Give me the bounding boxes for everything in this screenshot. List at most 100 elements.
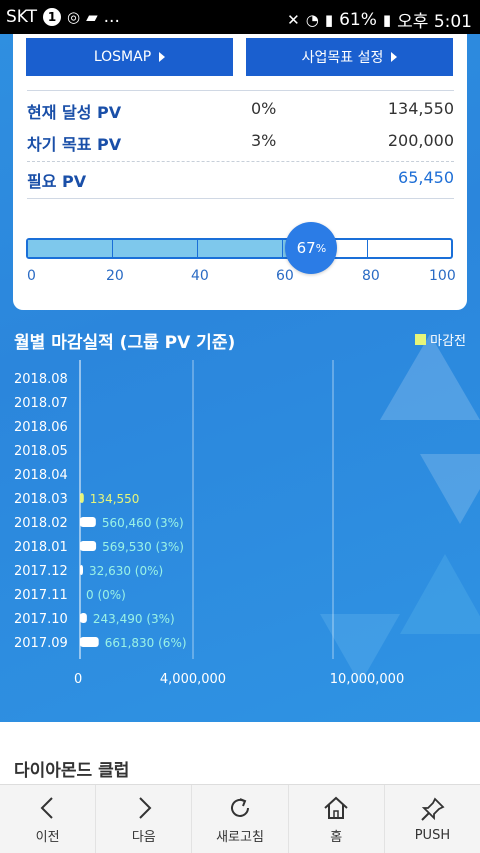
losmap-button[interactable]: LOSMAP	[26, 38, 233, 76]
progress-tick-label: 100	[429, 268, 456, 284]
progress-knob: 67%	[285, 222, 338, 274]
progress-segment-line	[367, 240, 368, 257]
chart-category-label: 2017.12	[14, 564, 68, 579]
chart-category-label: 2017.10	[14, 612, 68, 627]
battery-percent: 61%	[339, 9, 377, 30]
chart-category-label: 2018.05	[14, 444, 68, 459]
nav-forward-label: 다음	[131, 829, 156, 845]
goal-progress-bar	[26, 238, 453, 259]
signal-icon: ▮	[324, 10, 334, 29]
more-notifications: ...	[103, 7, 120, 27]
chart-category-label: 2018.04	[14, 468, 68, 483]
notification-badge: 1	[43, 8, 62, 26]
monthly-pv-chart: 2018.08 2018.07 2018.06 2018.05 2018.04 2018.…	[14, 360, 404, 687]
losmap-button-label: LOSMAP	[93, 49, 152, 65]
chart-bar	[80, 613, 87, 623]
nav-back-label: 이전	[35, 829, 60, 845]
chart-category-label: 2018.02	[14, 516, 68, 531]
caret-right-icon	[159, 52, 166, 62]
nav-push-label: PUSH	[414, 827, 451, 843]
chart-bar	[80, 517, 96, 527]
progress-tick-label: 60	[276, 268, 294, 284]
bottom-nav: 이전 다음 새로고침 홈 PUSH	[0, 784, 480, 853]
chart-data-label: 243,490 (3%)	[93, 612, 175, 626]
next-goal-pv-row: 차기 목표 PV 3% 200,000	[27, 125, 454, 159]
divider	[27, 90, 454, 91]
chart-category-label: 2017.11	[14, 588, 68, 603]
carrier-label: SKT	[6, 7, 38, 27]
nav-refresh-label: 새로고침	[216, 829, 264, 845]
chart-bar	[80, 637, 99, 647]
chart-legend: 마감전	[415, 330, 466, 349]
required-pv-value: 65,450	[398, 168, 454, 187]
dotted-divider	[27, 161, 454, 162]
progress-tick-label: 20	[106, 268, 124, 284]
progress-tick-label: 0	[27, 268, 36, 284]
chart-category-label: 2018.08	[14, 372, 68, 387]
wifi-icon: ◔	[305, 10, 319, 29]
chart-x-tick-label: 4,000,000	[160, 672, 226, 687]
mute-icon: ✕	[287, 10, 300, 29]
next-goal-pv-percent: 3%	[251, 131, 277, 150]
required-pv-label: 필요 PV	[27, 172, 87, 191]
progress-percent-label: 67	[296, 239, 316, 257]
progress-segment-line	[282, 240, 283, 257]
divider	[27, 198, 454, 199]
goal-setting-button[interactable]: 사업목표 설정	[246, 38, 453, 76]
caret-right-icon	[391, 52, 398, 62]
next-goal-pv-value: 200,000	[387, 131, 454, 150]
progress-tick-label: 80	[362, 268, 380, 284]
nav-back-button[interactable]: 이전	[0, 785, 97, 853]
chart-bar	[80, 541, 97, 551]
decor-triangle	[400, 554, 480, 634]
refresh-icon	[231, 797, 249, 817]
legend-swatch	[415, 334, 427, 345]
chart-category-label: 2017.09	[14, 636, 68, 651]
chat-icon: ▰	[86, 8, 98, 26]
chart-x-tick-label: 10,000,000	[330, 672, 404, 687]
progress-segment-line	[197, 240, 198, 257]
pv-summary-card: LOSMAP 사업목표 설정 현재 달성 PV 0% 134,550 차기 목표…	[13, 34, 467, 310]
pin-icon	[421, 796, 445, 821]
progress-tick-label: 40	[191, 268, 209, 284]
chart-x-tick-label: 0	[74, 672, 82, 687]
chart-data-label: 661,830 (6%)	[105, 636, 187, 650]
sync-icon: ◎	[67, 8, 81, 26]
current-pv-label: 현재 달성 PV	[27, 103, 122, 122]
chart-data-label: 0 (0%)	[86, 588, 126, 602]
current-pv-row: 현재 달성 PV 0% 134,550	[27, 93, 454, 127]
progress-segment-line	[112, 240, 113, 257]
progress-percent-unit: %	[315, 241, 327, 255]
status-bar: SKT 1 ◎ ▰ ... ✕ ◔ ▮ 61% ▮ 오후 5:01	[0, 0, 480, 34]
chart-category-label: 2018.07	[14, 396, 68, 411]
chevron-right-icon	[139, 796, 152, 819]
legend-label: 마감전	[430, 334, 466, 349]
nav-home-label: 홈	[330, 829, 343, 845]
diamond-club-heading: 다이아몬드 클럽	[14, 761, 130, 781]
progress-fill	[28, 240, 312, 257]
nav-refresh-button[interactable]: 새로고침	[192, 785, 289, 853]
chart-bar	[80, 493, 84, 503]
chart-category-label: 2018.01	[14, 540, 68, 555]
chart-category-label: 2018.06	[14, 420, 68, 435]
nav-forward-button[interactable]: 다음	[96, 785, 193, 853]
battery-icon: ▮	[382, 10, 392, 29]
chart-data-label: 569,530 (3%)	[102, 540, 184, 554]
decor-triangle	[420, 454, 480, 524]
chart-data-label: 134,550	[90, 492, 140, 506]
goal-setting-button-label: 사업목표 설정	[301, 50, 384, 66]
current-pv-value: 134,550	[387, 99, 454, 118]
clock: 오후 5:01	[397, 12, 472, 32]
home-icon	[324, 796, 348, 819]
nav-home-button[interactable]: 홈	[289, 785, 385, 853]
nav-push-button[interactable]: PUSH	[385, 785, 480, 853]
chart-data-label: 32,630 (0%)	[89, 564, 163, 578]
chart-data-label: 560,460 (3%)	[102, 516, 184, 530]
decor-triangle	[380, 334, 480, 420]
current-pv-percent: 0%	[251, 99, 277, 118]
chart-title: 월별 마감실적 (그룹 PV 기준)	[14, 333, 236, 353]
chart-category-label: 2018.03	[14, 492, 68, 507]
chart-bar	[80, 565, 83, 575]
required-pv-row: 필요 PV 65,450	[27, 162, 454, 196]
next-goal-pv-label: 차기 목표 PV	[27, 135, 122, 154]
